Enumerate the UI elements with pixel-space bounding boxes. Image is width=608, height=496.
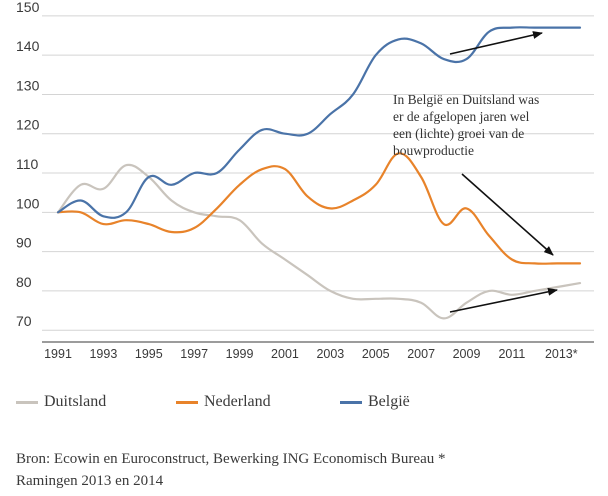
arrow-duitsland [449, 287, 558, 313]
x-tick-label-2009: 2009 [453, 347, 481, 361]
y-tick-label-120: 120 [16, 117, 40, 133]
y-tick-label-90: 90 [16, 235, 32, 251]
legend-item-duitsland: Duitsland [16, 393, 106, 411]
annotation-text: In België en Duitsland was er de afgelop… [393, 92, 539, 158]
y-tick-label-130: 130 [16, 77, 40, 93]
arrow-belgie [449, 31, 543, 55]
y-tick-label-140: 140 [16, 38, 40, 54]
x-tick-label-2003: 2003 [316, 347, 344, 361]
y-tick-label-110: 110 [16, 156, 39, 172]
x-tick-label-2011: 2011 [498, 347, 525, 361]
legend-swatch-nederland [176, 400, 198, 404]
legend: Duitsland Nederland België [0, 393, 608, 419]
legend-item-belgie: België [340, 393, 410, 411]
source-note: Bron: Ecowin en Euroconstruct, Bewerking… [16, 448, 596, 492]
y-tick-label-70: 70 [16, 313, 32, 329]
annotation-line-3: een (lichte) groei van de [393, 126, 524, 141]
series-lines [56, 26, 582, 320]
x-tick-label-1993: 1993 [89, 347, 117, 361]
y-tick-label-100: 100 [16, 195, 40, 211]
gridlines [42, 15, 594, 331]
x-tick-label-1995: 1995 [135, 347, 163, 361]
y-tick-label-150: 150 [16, 0, 40, 15]
legend-swatch-belgie [340, 400, 362, 404]
x-tick-label-1991: 1991 [44, 347, 72, 361]
legend-label-belgie: België [368, 393, 410, 410]
legend-label-nederland: Nederland [204, 393, 271, 410]
source-line-2: Ramingen 2013 en 2014 [16, 473, 164, 489]
series-line-duitsland [56, 163, 582, 320]
series-line-nederland [56, 152, 582, 265]
annotation-arrows [449, 31, 558, 313]
annotation-line-1: In België en Duitsland was [393, 92, 539, 107]
annotation-line-2: er de afgelopen jaren wel [393, 109, 530, 124]
legend-swatch-duitsland [16, 400, 38, 404]
y-tick-label-80: 80 [16, 274, 32, 290]
y-axis-tick-labels: 70 80 90 100 110 120 130 140 150 [16, 0, 40, 329]
source-line-1: Bron: Ecowin en Euroconstruct, Bewerking… [16, 451, 446, 467]
legend-label-duitsland: Duitsland [44, 393, 107, 410]
x-tick-label-1997: 1997 [180, 347, 208, 361]
legend-item-nederland: Nederland [176, 393, 271, 411]
x-tick-label-2005: 2005 [362, 347, 390, 361]
x-tick-label-2007: 2007 [407, 347, 435, 361]
x-tick-label-2001: 2001 [271, 347, 299, 361]
x-tick-label-2013star: 2013* [545, 347, 578, 361]
annotation-line-4: bouwproductie [393, 143, 474, 158]
series-line-belgie [56, 26, 582, 219]
arrow-nederland [461, 173, 554, 256]
x-tick-label-1999: 1999 [226, 347, 254, 361]
x-axis-tick-labels: 1991 1993 1995 1997 1999 2001 2003 2005 2007 2009… [44, 347, 578, 361]
